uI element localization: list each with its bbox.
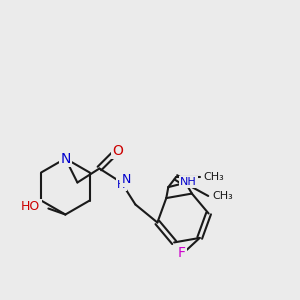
Text: O: O bbox=[112, 143, 123, 158]
Text: H: H bbox=[117, 179, 126, 190]
Text: F: F bbox=[178, 246, 186, 260]
Text: N: N bbox=[60, 152, 70, 166]
Text: CH₃: CH₃ bbox=[204, 172, 225, 182]
Text: N: N bbox=[122, 173, 131, 186]
Text: NH: NH bbox=[180, 177, 197, 187]
Text: HO: HO bbox=[21, 200, 40, 213]
Text: CH₃: CH₃ bbox=[212, 191, 233, 201]
